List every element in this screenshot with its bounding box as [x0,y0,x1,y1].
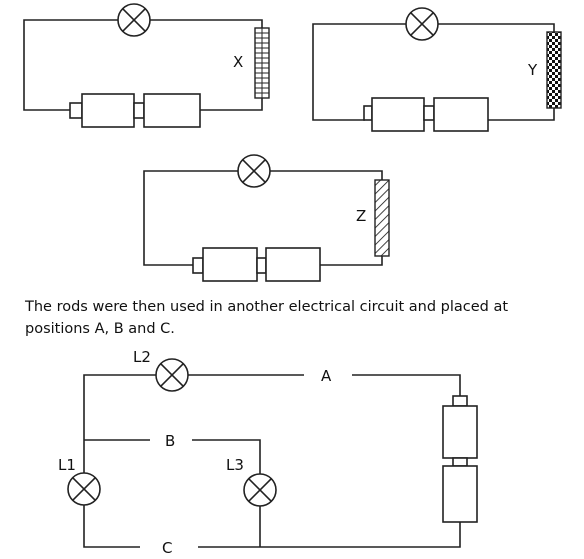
position-b-label: B [165,432,175,450]
position-c-label: C [162,539,172,557]
position-a-label: A [321,367,332,385]
lamp-l2-icon [155,358,189,392]
lamp-l1-label: L1 [58,456,76,474]
lamp-l3-label: L3 [226,456,244,474]
wire [192,439,261,474]
battery-icon [192,247,321,282]
wire [488,108,555,121]
wire [320,256,383,266]
wire [438,23,555,32]
wire [312,23,406,121]
wire [83,374,156,473]
rod-x-label: X [233,53,243,71]
battery-icon [363,97,489,132]
lamp-l3-icon [243,473,277,507]
battery-icon [69,93,201,128]
lamp-icon [117,3,151,37]
rod-z-label: Z [356,207,366,225]
circuit-main: L2 L1 L3 A B C [58,348,478,557]
wire [23,19,118,111]
wire [352,374,461,396]
rod-y-label: Y [527,61,538,79]
rod-y [546,31,562,109]
wire [143,170,238,266]
lamp-icon [237,154,271,188]
wire [83,505,140,548]
wire [198,522,461,548]
rod-x [254,27,270,99]
wire [150,19,263,28]
circuit-y: Y [312,7,562,132]
caption-text: The rods were then used in another elect… [25,299,509,337]
wire [270,170,383,180]
lamp-l2-label: L2 [133,348,151,366]
lamp-icon [405,7,439,41]
circuit-z: Z [143,154,390,282]
battery-icon [442,395,478,523]
lamp-l1-icon [67,472,101,506]
rod-z [374,179,390,257]
wire [200,98,263,111]
circuit-x: X [23,3,270,128]
